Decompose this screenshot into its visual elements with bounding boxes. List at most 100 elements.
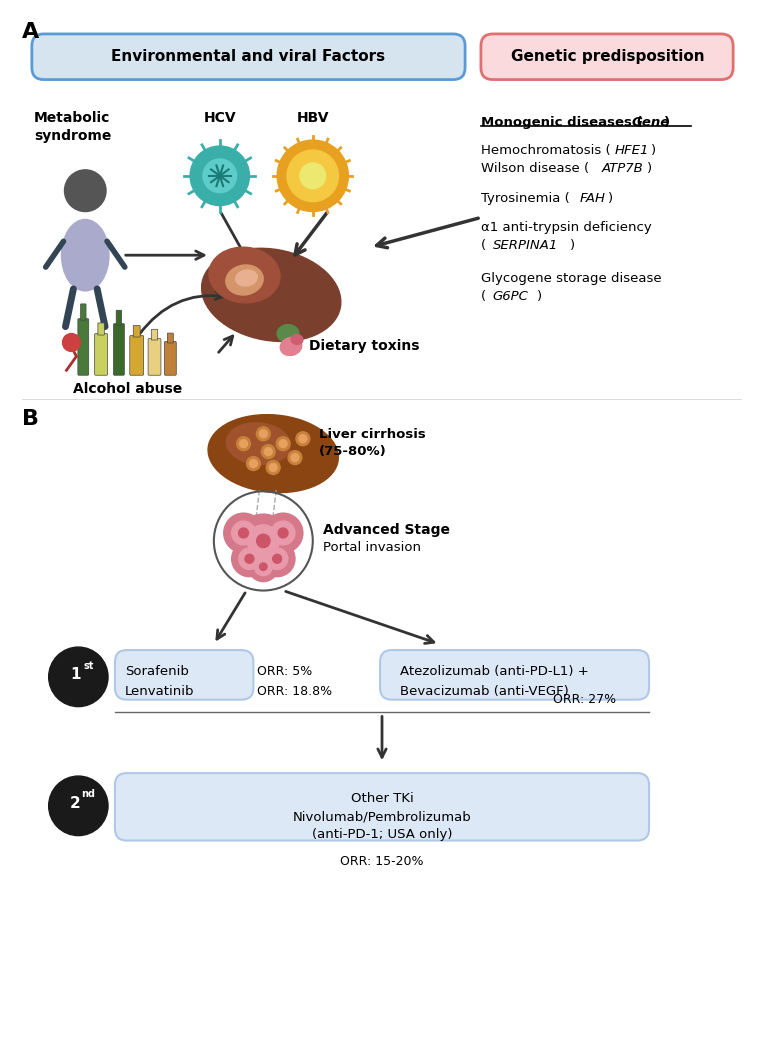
Circle shape	[266, 549, 288, 570]
Text: ORR: 15-20%: ORR: 15-20%	[340, 856, 424, 868]
Circle shape	[259, 563, 267, 571]
Circle shape	[239, 528, 249, 538]
FancyBboxPatch shape	[130, 336, 144, 375]
Text: ORR: 18.8%: ORR: 18.8%	[257, 686, 333, 698]
FancyBboxPatch shape	[151, 330, 158, 340]
Circle shape	[64, 170, 106, 212]
FancyBboxPatch shape	[481, 34, 733, 80]
Text: Hemochromatosis (: Hemochromatosis (	[481, 145, 610, 157]
Circle shape	[249, 459, 257, 468]
FancyBboxPatch shape	[115, 651, 253, 699]
Text: Environmental and viral Factors: Environmental and viral Factors	[112, 49, 386, 64]
Circle shape	[239, 440, 248, 448]
Text: ): )	[651, 145, 656, 157]
FancyBboxPatch shape	[113, 323, 125, 375]
Text: B: B	[22, 409, 39, 429]
Ellipse shape	[226, 265, 263, 296]
Circle shape	[256, 535, 270, 547]
Text: Gene: Gene	[631, 116, 669, 130]
Text: Nivolumab/Pembrolizumab: Nivolumab/Pembrolizumab	[293, 810, 471, 823]
FancyBboxPatch shape	[133, 325, 140, 337]
Circle shape	[190, 146, 249, 205]
Text: Bevacizumab (anti-VEGF): Bevacizumab (anti-VEGF)	[400, 686, 568, 698]
Circle shape	[236, 437, 250, 451]
Ellipse shape	[291, 335, 303, 344]
FancyBboxPatch shape	[148, 338, 161, 375]
Ellipse shape	[226, 423, 291, 465]
Text: Tyrosinemia (: Tyrosinemia (	[481, 191, 570, 205]
Circle shape	[259, 429, 267, 438]
Circle shape	[232, 541, 267, 576]
Text: ): )	[570, 239, 575, 252]
Circle shape	[262, 444, 275, 458]
FancyBboxPatch shape	[115, 773, 649, 841]
FancyBboxPatch shape	[80, 304, 86, 320]
Text: HBV: HBV	[297, 112, 329, 125]
Text: Alcohol abuse: Alcohol abuse	[73, 383, 182, 396]
Circle shape	[49, 647, 108, 707]
Text: ORR: 5%: ORR: 5%	[257, 665, 313, 678]
Ellipse shape	[208, 415, 338, 492]
Text: (: (	[481, 239, 486, 252]
Circle shape	[223, 513, 263, 553]
Ellipse shape	[280, 337, 301, 355]
Text: ATP7B: ATP7B	[601, 162, 643, 175]
Text: ): )	[537, 290, 542, 303]
Text: (: (	[481, 290, 486, 303]
FancyBboxPatch shape	[168, 333, 174, 343]
Circle shape	[269, 463, 277, 472]
Circle shape	[287, 150, 338, 202]
Circle shape	[239, 549, 260, 570]
Circle shape	[276, 437, 290, 451]
Text: Glycogene storage disease: Glycogene storage disease	[481, 272, 662, 285]
Circle shape	[264, 448, 272, 456]
Circle shape	[249, 552, 278, 581]
FancyBboxPatch shape	[380, 651, 649, 699]
Circle shape	[259, 541, 295, 576]
Text: Metabolic
syndrome: Metabolic syndrome	[34, 112, 111, 142]
Circle shape	[203, 159, 236, 192]
Text: SERPINA1: SERPINA1	[493, 239, 558, 252]
Text: Genetic predisposition: Genetic predisposition	[511, 49, 705, 64]
FancyBboxPatch shape	[32, 34, 465, 80]
Text: st: st	[83, 661, 93, 671]
FancyBboxPatch shape	[116, 310, 122, 325]
Circle shape	[246, 457, 260, 471]
FancyBboxPatch shape	[78, 319, 89, 375]
Text: ): )	[664, 116, 670, 130]
Circle shape	[278, 528, 288, 538]
Circle shape	[266, 460, 280, 474]
Circle shape	[232, 521, 256, 545]
Circle shape	[300, 163, 326, 189]
Text: Sorafenib: Sorafenib	[125, 665, 189, 678]
Text: α1 anti-trypsin deficiency: α1 anti-trypsin deficiency	[481, 221, 652, 235]
Text: Advanced Stage: Advanced Stage	[323, 523, 450, 537]
Text: ): )	[607, 191, 613, 205]
Text: HFE1: HFE1	[614, 145, 649, 157]
Circle shape	[272, 521, 295, 545]
Text: Portal invasion: Portal invasion	[323, 541, 421, 554]
Circle shape	[247, 525, 279, 557]
Circle shape	[263, 513, 303, 553]
Text: Wilson disease (: Wilson disease (	[481, 162, 589, 175]
Circle shape	[255, 558, 272, 576]
Text: Liver cirrhosis
(75-80%): Liver cirrhosis (75-80%)	[319, 427, 425, 458]
Text: (anti-PD-1; USA only): (anti-PD-1; USA only)	[312, 828, 452, 841]
Text: A: A	[22, 22, 39, 43]
Text: Other TKi: Other TKi	[350, 792, 413, 806]
Ellipse shape	[236, 270, 257, 286]
Text: nd: nd	[81, 789, 95, 799]
FancyBboxPatch shape	[164, 341, 176, 375]
Text: Monogenic diseases (: Monogenic diseases (	[481, 116, 643, 130]
Text: G6PC: G6PC	[493, 290, 529, 303]
Ellipse shape	[61, 219, 109, 291]
Text: HCV: HCV	[203, 112, 236, 125]
FancyBboxPatch shape	[98, 323, 104, 335]
Circle shape	[236, 514, 290, 568]
Circle shape	[245, 554, 254, 563]
Text: ): )	[647, 162, 653, 175]
Text: Lenvatinib: Lenvatinib	[125, 686, 194, 698]
Ellipse shape	[277, 324, 299, 342]
Circle shape	[63, 334, 80, 352]
Circle shape	[49, 776, 108, 836]
